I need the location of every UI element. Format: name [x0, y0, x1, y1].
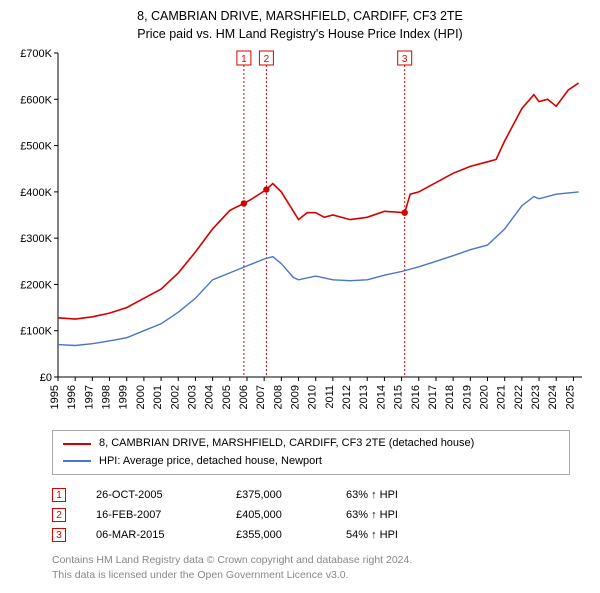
- footer-text: Contains HM Land Registry data © Crown c…: [52, 553, 570, 582]
- svg-text:2021: 2021: [496, 385, 508, 409]
- svg-text:3: 3: [402, 54, 408, 65]
- svg-text:2007: 2007: [255, 385, 267, 409]
- svg-text:2000: 2000: [135, 385, 147, 409]
- svg-text:2009: 2009: [290, 385, 302, 409]
- svg-text:1: 1: [241, 54, 247, 65]
- svg-text:£400K: £400K: [20, 187, 52, 199]
- svg-text:1997: 1997: [83, 385, 95, 409]
- svg-text:2001: 2001: [152, 385, 164, 409]
- sale-row: 3 06-MAR-2015 £355,000 54% ↑ HPI: [52, 525, 570, 545]
- svg-text:£200K: £200K: [20, 279, 52, 291]
- legend-swatch: [63, 443, 91, 445]
- legend-item: HPI: Average price, detached house, Newp…: [63, 453, 559, 471]
- legend-label: 8, CAMBRIAN DRIVE, MARSHFIELD, CARDIFF, …: [99, 435, 474, 453]
- sale-date: 06-MAR-2015: [96, 529, 206, 541]
- legend: 8, CAMBRIAN DRIVE, MARSHFIELD, CARDIFF, …: [52, 430, 570, 475]
- svg-text:2003: 2003: [186, 385, 198, 409]
- svg-text:1999: 1999: [118, 385, 130, 409]
- price-chart: £0 £100K £200K £300K £400K £500K £600K £700K 199…: [10, 47, 590, 422]
- svg-text:£600K: £600K: [20, 94, 52, 106]
- svg-text:2004: 2004: [204, 385, 216, 409]
- sale-hpi: 54% ↑ HPI: [346, 529, 436, 541]
- svg-text:2025: 2025: [564, 385, 576, 409]
- svg-text:2011: 2011: [324, 385, 336, 409]
- svg-text:2014: 2014: [375, 385, 387, 409]
- sale-hpi: 63% ↑ HPI: [346, 509, 436, 521]
- svg-text:2010: 2010: [307, 385, 319, 409]
- sale-row: 1 26-OCT-2005 £375,000 63% ↑ HPI: [52, 485, 570, 505]
- sale-index-badge: 2: [52, 508, 66, 522]
- sale-price: £405,000: [236, 509, 316, 521]
- svg-text:2017: 2017: [427, 385, 439, 409]
- svg-text:2016: 2016: [410, 385, 422, 409]
- svg-text:2018: 2018: [444, 385, 456, 409]
- svg-text:£100K: £100K: [20, 326, 52, 338]
- sale-date: 26-OCT-2005: [96, 489, 206, 501]
- svg-text:£700K: £700K: [20, 48, 52, 60]
- svg-text:2008: 2008: [272, 385, 284, 409]
- svg-text:2022: 2022: [513, 385, 525, 409]
- sale-row: 2 16-FEB-2007 £405,000 63% ↑ HPI: [52, 505, 570, 525]
- svg-text:2019: 2019: [461, 385, 473, 409]
- sales-list: 1 26-OCT-2005 £375,000 63% ↑ HPI 2 16-FEB-200…: [52, 485, 570, 545]
- svg-text:£0: £0: [40, 372, 52, 384]
- svg-text:2024: 2024: [547, 385, 559, 409]
- svg-text:1998: 1998: [101, 385, 113, 409]
- svg-text:2015: 2015: [393, 385, 405, 409]
- sale-index-badge: 3: [52, 528, 66, 542]
- svg-text:2023: 2023: [530, 385, 542, 409]
- svg-text:2006: 2006: [238, 385, 250, 409]
- sale-price: £375,000: [236, 489, 316, 501]
- svg-text:2002: 2002: [169, 385, 181, 409]
- footer-line1: Contains HM Land Registry data © Crown c…: [52, 553, 570, 568]
- legend-item: 8, CAMBRIAN DRIVE, MARSHFIELD, CARDIFF, …: [63, 435, 559, 453]
- sale-index-badge: 1: [52, 488, 66, 502]
- chart-title: 8, CAMBRIAN DRIVE, MARSHFIELD, CARDIFF, …: [10, 8, 590, 43]
- svg-text:2005: 2005: [221, 385, 233, 409]
- sale-hpi: 63% ↑ HPI: [346, 489, 436, 501]
- svg-text:2020: 2020: [479, 385, 491, 409]
- sale-date: 16-FEB-2007: [96, 509, 206, 521]
- svg-text:2012: 2012: [341, 385, 353, 409]
- svg-text:2: 2: [264, 54, 270, 65]
- svg-text:1996: 1996: [66, 385, 78, 409]
- sale-price: £355,000: [236, 529, 316, 541]
- title-line2: Price paid vs. HM Land Registry's House …: [10, 26, 590, 44]
- legend-label: HPI: Average price, detached house, Newp…: [99, 453, 322, 471]
- svg-text:2013: 2013: [358, 385, 370, 409]
- svg-text:£300K: £300K: [20, 233, 52, 245]
- legend-swatch: [63, 460, 91, 462]
- svg-text:£500K: £500K: [20, 141, 52, 153]
- footer-line2: This data is licensed under the Open Gov…: [52, 568, 570, 583]
- chart-svg: £0 £100K £200K £300K £400K £500K £600K £700K 199…: [10, 47, 590, 422]
- svg-text:1995: 1995: [49, 385, 61, 409]
- title-line1: 8, CAMBRIAN DRIVE, MARSHFIELD, CARDIFF, …: [10, 8, 590, 26]
